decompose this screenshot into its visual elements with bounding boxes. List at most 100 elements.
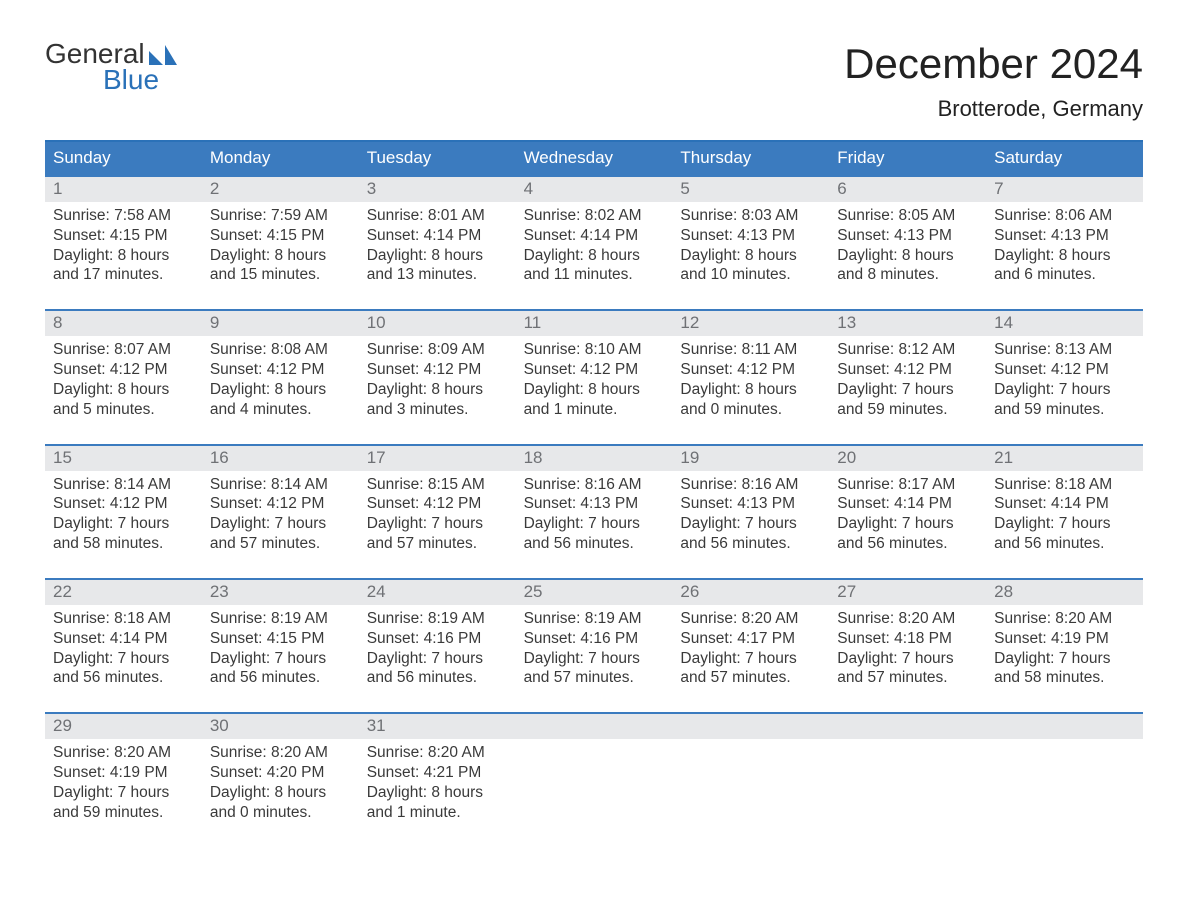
sunrise-text: Sunrise: 8:14 AM <box>210 475 351 495</box>
sunset-text: Sunset: 4:14 PM <box>837 494 978 514</box>
sunrise-text: Sunrise: 8:07 AM <box>53 340 194 360</box>
day-number: 8 <box>45 311 202 336</box>
sunrise-text: Sunrise: 8:20 AM <box>210 743 351 763</box>
day-number: 26 <box>672 580 829 605</box>
daynum-row: 891011121314 <box>45 311 1143 336</box>
sunrise-text: Sunrise: 8:17 AM <box>837 475 978 495</box>
daylight-text: Daylight: 7 hours and 56 minutes. <box>680 514 821 554</box>
daylight-text: Daylight: 8 hours and 10 minutes. <box>680 246 821 286</box>
sunrise-text: Sunrise: 8:16 AM <box>524 475 665 495</box>
sunset-text: Sunset: 4:14 PM <box>367 226 508 246</box>
sunset-text: Sunset: 4:15 PM <box>210 226 351 246</box>
sunrise-text: Sunrise: 8:12 AM <box>837 340 978 360</box>
daylight-text: Daylight: 7 hours and 56 minutes. <box>994 514 1135 554</box>
sunrise-text: Sunrise: 8:19 AM <box>367 609 508 629</box>
sunset-text: Sunset: 4:12 PM <box>994 360 1135 380</box>
day-cell: Sunrise: 8:12 AMSunset: 4:12 PMDaylight:… <box>829 336 986 443</box>
sunset-text: Sunset: 4:12 PM <box>53 494 194 514</box>
daylight-text: Daylight: 8 hours and 0 minutes. <box>680 380 821 420</box>
day-number: 1 <box>45 177 202 202</box>
day-cell <box>986 739 1143 846</box>
calendar-week: 1234567Sunrise: 7:58 AMSunset: 4:15 PMDa… <box>45 175 1143 309</box>
sunset-text: Sunset: 4:13 PM <box>680 494 821 514</box>
daylight-text: Daylight: 7 hours and 56 minutes. <box>367 649 508 689</box>
day-cell: Sunrise: 8:14 AMSunset: 4:12 PMDaylight:… <box>45 471 202 578</box>
sunrise-text: Sunrise: 8:15 AM <box>367 475 508 495</box>
day-cell: Sunrise: 8:19 AMSunset: 4:15 PMDaylight:… <box>202 605 359 712</box>
sunrise-text: Sunrise: 8:11 AM <box>680 340 821 360</box>
daylight-text: Daylight: 8 hours and 17 minutes. <box>53 246 194 286</box>
day-number: 27 <box>829 580 986 605</box>
day-cell: Sunrise: 8:20 AMSunset: 4:17 PMDaylight:… <box>672 605 829 712</box>
day-cell: Sunrise: 7:58 AMSunset: 4:15 PMDaylight:… <box>45 202 202 309</box>
day-cell <box>516 739 673 846</box>
sunrise-text: Sunrise: 8:18 AM <box>994 475 1135 495</box>
day-cell: Sunrise: 8:06 AMSunset: 4:13 PMDaylight:… <box>986 202 1143 309</box>
sunset-text: Sunset: 4:18 PM <box>837 629 978 649</box>
daylight-text: Daylight: 8 hours and 5 minutes. <box>53 380 194 420</box>
daylight-text: Daylight: 8 hours and 6 minutes. <box>994 246 1135 286</box>
daylight-text: Daylight: 8 hours and 1 minute. <box>367 783 508 823</box>
day-cell: Sunrise: 7:59 AMSunset: 4:15 PMDaylight:… <box>202 202 359 309</box>
day-number: 19 <box>672 446 829 471</box>
day-number: 13 <box>829 311 986 336</box>
day-cell: Sunrise: 8:19 AMSunset: 4:16 PMDaylight:… <box>359 605 516 712</box>
daynum-row: 1234567 <box>45 177 1143 202</box>
day-header: Thursday <box>672 142 829 175</box>
day-number: 30 <box>202 714 359 739</box>
day-cell: Sunrise: 8:13 AMSunset: 4:12 PMDaylight:… <box>986 336 1143 443</box>
daynum-row: 22232425262728 <box>45 580 1143 605</box>
sunrise-text: Sunrise: 8:20 AM <box>53 743 194 763</box>
header-area: General Blue December 2024 Brotterode, G… <box>45 40 1143 122</box>
sunrise-text: Sunrise: 8:01 AM <box>367 206 508 226</box>
day-number: 29 <box>45 714 202 739</box>
daylight-text: Daylight: 7 hours and 56 minutes. <box>53 649 194 689</box>
day-header: Tuesday <box>359 142 516 175</box>
day-header: Saturday <box>986 142 1143 175</box>
sunset-text: Sunset: 4:14 PM <box>524 226 665 246</box>
sunset-text: Sunset: 4:16 PM <box>524 629 665 649</box>
sunset-text: Sunset: 4:12 PM <box>367 360 508 380</box>
day-cell: Sunrise: 8:18 AMSunset: 4:14 PMDaylight:… <box>45 605 202 712</box>
sunset-text: Sunset: 4:12 PM <box>210 494 351 514</box>
sunrise-text: Sunrise: 8:10 AM <box>524 340 665 360</box>
sunrise-text: Sunrise: 8:16 AM <box>680 475 821 495</box>
sunrise-text: Sunrise: 8:18 AM <box>53 609 194 629</box>
sunrise-text: Sunrise: 8:20 AM <box>680 609 821 629</box>
day-number: 12 <box>672 311 829 336</box>
sunrise-text: Sunrise: 8:13 AM <box>994 340 1135 360</box>
sunset-text: Sunset: 4:13 PM <box>524 494 665 514</box>
sunset-text: Sunset: 4:12 PM <box>53 360 194 380</box>
day-number <box>829 714 986 739</box>
content-row: Sunrise: 8:18 AMSunset: 4:14 PMDaylight:… <box>45 605 1143 712</box>
daylight-text: Daylight: 8 hours and 13 minutes. <box>367 246 508 286</box>
sunset-text: Sunset: 4:19 PM <box>53 763 194 783</box>
day-number: 11 <box>516 311 673 336</box>
daylight-text: Daylight: 8 hours and 1 minute. <box>524 380 665 420</box>
daylight-text: Daylight: 7 hours and 58 minutes. <box>53 514 194 554</box>
sunrise-text: Sunrise: 8:19 AM <box>524 609 665 629</box>
content-row: Sunrise: 8:14 AMSunset: 4:12 PMDaylight:… <box>45 471 1143 578</box>
daylight-text: Daylight: 7 hours and 59 minutes. <box>837 380 978 420</box>
sunset-text: Sunset: 4:13 PM <box>680 226 821 246</box>
day-cell: Sunrise: 8:11 AMSunset: 4:12 PMDaylight:… <box>672 336 829 443</box>
day-cell: Sunrise: 8:17 AMSunset: 4:14 PMDaylight:… <box>829 471 986 578</box>
sunset-text: Sunset: 4:13 PM <box>994 226 1135 246</box>
day-header: Monday <box>202 142 359 175</box>
day-cell: Sunrise: 8:16 AMSunset: 4:13 PMDaylight:… <box>516 471 673 578</box>
sunset-text: Sunset: 4:13 PM <box>837 226 978 246</box>
day-number: 16 <box>202 446 359 471</box>
brand-logo: General Blue <box>45 40 177 94</box>
day-number: 22 <box>45 580 202 605</box>
daylight-text: Daylight: 8 hours and 0 minutes. <box>210 783 351 823</box>
day-number: 14 <box>986 311 1143 336</box>
sunrise-text: Sunrise: 8:08 AM <box>210 340 351 360</box>
day-cell: Sunrise: 8:19 AMSunset: 4:16 PMDaylight:… <box>516 605 673 712</box>
sunset-text: Sunset: 4:17 PM <box>680 629 821 649</box>
sunset-text: Sunset: 4:12 PM <box>524 360 665 380</box>
day-number: 2 <box>202 177 359 202</box>
daynum-row: 15161718192021 <box>45 446 1143 471</box>
day-cell: Sunrise: 8:20 AMSunset: 4:19 PMDaylight:… <box>986 605 1143 712</box>
day-cell <box>672 739 829 846</box>
sunset-text: Sunset: 4:14 PM <box>994 494 1135 514</box>
